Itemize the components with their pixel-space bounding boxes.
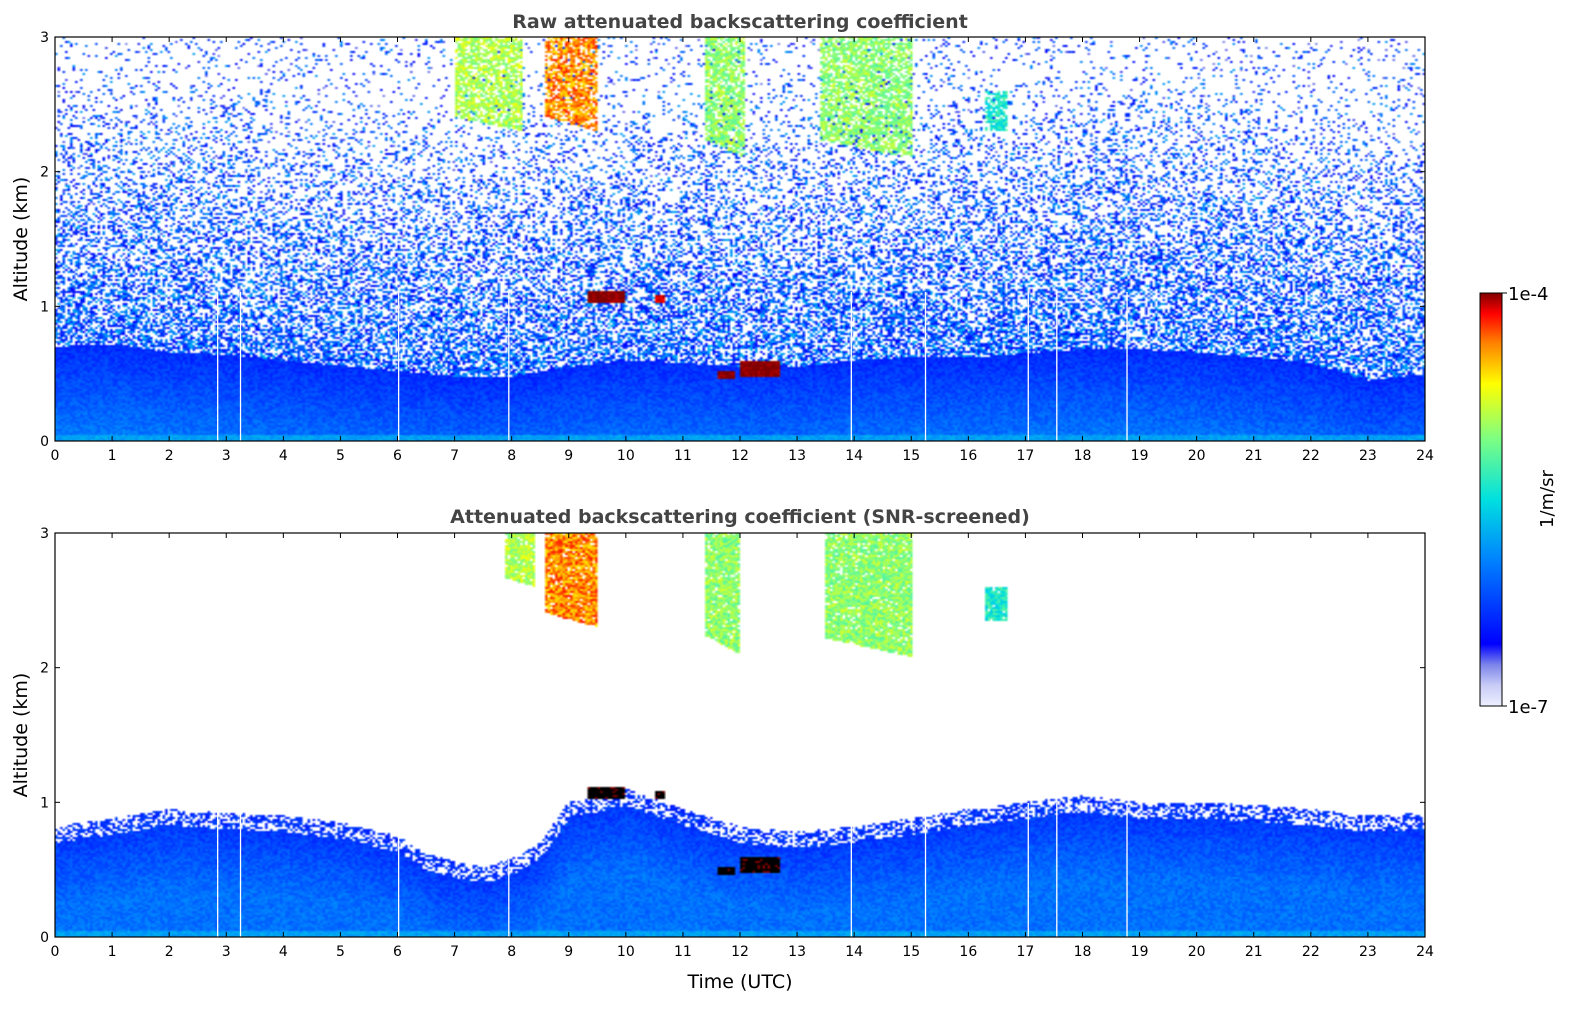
panel-screened-heatmap-image <box>55 533 1425 937</box>
panel-screened-data-gaps <box>217 803 1128 937</box>
panel-screened-x-axis-label: Time (UTC) <box>686 971 792 993</box>
panel-screened-x-axis: 0 1 2 3 4 5 6 7 8 9 10 11 12 13 14 15 16 17 18 19 20 21 22 23 24 <box>51 533 1434 960</box>
panel-raw-heatmap <box>55 37 1425 441</box>
x-tick-label: 17 <box>1017 448 1035 464</box>
x-tick-label: 11 <box>674 944 692 960</box>
x-tick-label: 15 <box>902 448 920 464</box>
x-tick-label: 20 <box>1188 944 1206 960</box>
x-tick-label: 10 <box>617 448 635 464</box>
x-tick-label: 1 <box>108 944 117 960</box>
x-tick-label: 4 <box>279 448 288 464</box>
x-tick-label: 3 <box>222 944 231 960</box>
x-tick-label: 1 <box>108 448 117 464</box>
x-tick-label: 21 <box>1245 448 1263 464</box>
x-tick-label: 20 <box>1188 448 1206 464</box>
x-tick-label: 7 <box>450 448 459 464</box>
y-tick-label: 1 <box>40 795 49 811</box>
x-tick-label: 12 <box>731 944 749 960</box>
panel-raw-heatmap-image <box>55 37 1425 441</box>
x-tick-label: 10 <box>617 944 635 960</box>
x-tick-label: 23 <box>1359 944 1377 960</box>
y-tick-label: 1 <box>40 299 49 315</box>
x-tick-label: 22 <box>1302 448 1320 464</box>
x-tick-label: 0 <box>51 448 60 464</box>
x-tick-label: 5 <box>336 448 345 464</box>
colorbar-gradient <box>1479 292 1503 707</box>
panel-raw-x-axis: 0 1 2 3 4 5 6 7 8 9 10 11 12 13 14 15 16 17 18 19 20 21 22 23 24 <box>51 37 1434 464</box>
x-tick-label: 16 <box>959 448 977 464</box>
y-tick-label: 2 <box>40 165 49 181</box>
colorbar-max-label: 1e-4 <box>1508 284 1548 305</box>
x-tick-label: 18 <box>1074 944 1092 960</box>
x-tick-label: 18 <box>1074 448 1092 464</box>
x-tick-label: 17 <box>1017 944 1035 960</box>
x-tick-label: 24 <box>1416 448 1434 464</box>
x-tick-label: 19 <box>1131 448 1149 464</box>
panel-screened: Attenuated backscattering coefficient (S… <box>10 506 1434 993</box>
colorbar: 1e-4 1e-7 1/m/sr <box>1479 284 1558 718</box>
x-tick-label: 6 <box>393 944 402 960</box>
x-tick-label: 11 <box>674 448 692 464</box>
x-tick-label: 15 <box>902 944 920 960</box>
x-tick-label: 12 <box>731 448 749 464</box>
x-tick-label: 8 <box>507 448 516 464</box>
panel-raw-data-gaps <box>217 292 1128 441</box>
x-tick-label: 24 <box>1416 944 1434 960</box>
panel-screened-y-axis-label: Altitude (km) <box>10 673 32 798</box>
x-tick-label: 5 <box>336 944 345 960</box>
x-tick-label: 2 <box>165 944 174 960</box>
x-tick-label: 8 <box>507 944 516 960</box>
panel-raw: Raw attenuated backscattering coefficien… <box>10 11 1434 464</box>
y-tick-label: 0 <box>40 930 49 946</box>
x-tick-label: 23 <box>1359 448 1377 464</box>
x-tick-label: 16 <box>959 944 977 960</box>
y-tick-label: 0 <box>40 434 49 450</box>
x-tick-label: 3 <box>222 448 231 464</box>
x-tick-label: 9 <box>564 944 573 960</box>
x-tick-label: 14 <box>845 448 863 464</box>
x-tick-label: 19 <box>1131 944 1149 960</box>
x-tick-label: 6 <box>393 448 402 464</box>
y-tick-label: 3 <box>40 30 49 46</box>
x-tick-label: 14 <box>845 944 863 960</box>
x-tick-label: 13 <box>788 944 806 960</box>
x-tick-label: 21 <box>1245 944 1263 960</box>
colorbar-min-label: 1e-7 <box>1508 697 1548 718</box>
panel-raw-title: Raw attenuated backscattering coefficien… <box>512 11 968 33</box>
x-tick-label: 9 <box>564 448 573 464</box>
x-tick-label: 13 <box>788 448 806 464</box>
panel-screened-y-axis: 0 1 2 3 <box>40 526 1425 946</box>
x-tick-label: 0 <box>51 944 60 960</box>
y-tick-label: 2 <box>40 661 49 677</box>
y-tick-label: 3 <box>40 526 49 542</box>
panel-screened-title: Attenuated backscattering coefficient (S… <box>450 506 1030 528</box>
x-tick-label: 22 <box>1302 944 1320 960</box>
x-tick-label: 4 <box>279 944 288 960</box>
x-tick-label: 2 <box>165 448 174 464</box>
x-tick-label: 7 <box>450 944 459 960</box>
panel-screened-heatmap <box>55 533 1425 937</box>
colorbar-units-label: 1/m/sr <box>1537 469 1558 527</box>
panel-raw-y-axis: 0 1 2 3 <box>40 30 1425 450</box>
panel-raw-y-axis-label: Altitude (km) <box>10 177 32 302</box>
